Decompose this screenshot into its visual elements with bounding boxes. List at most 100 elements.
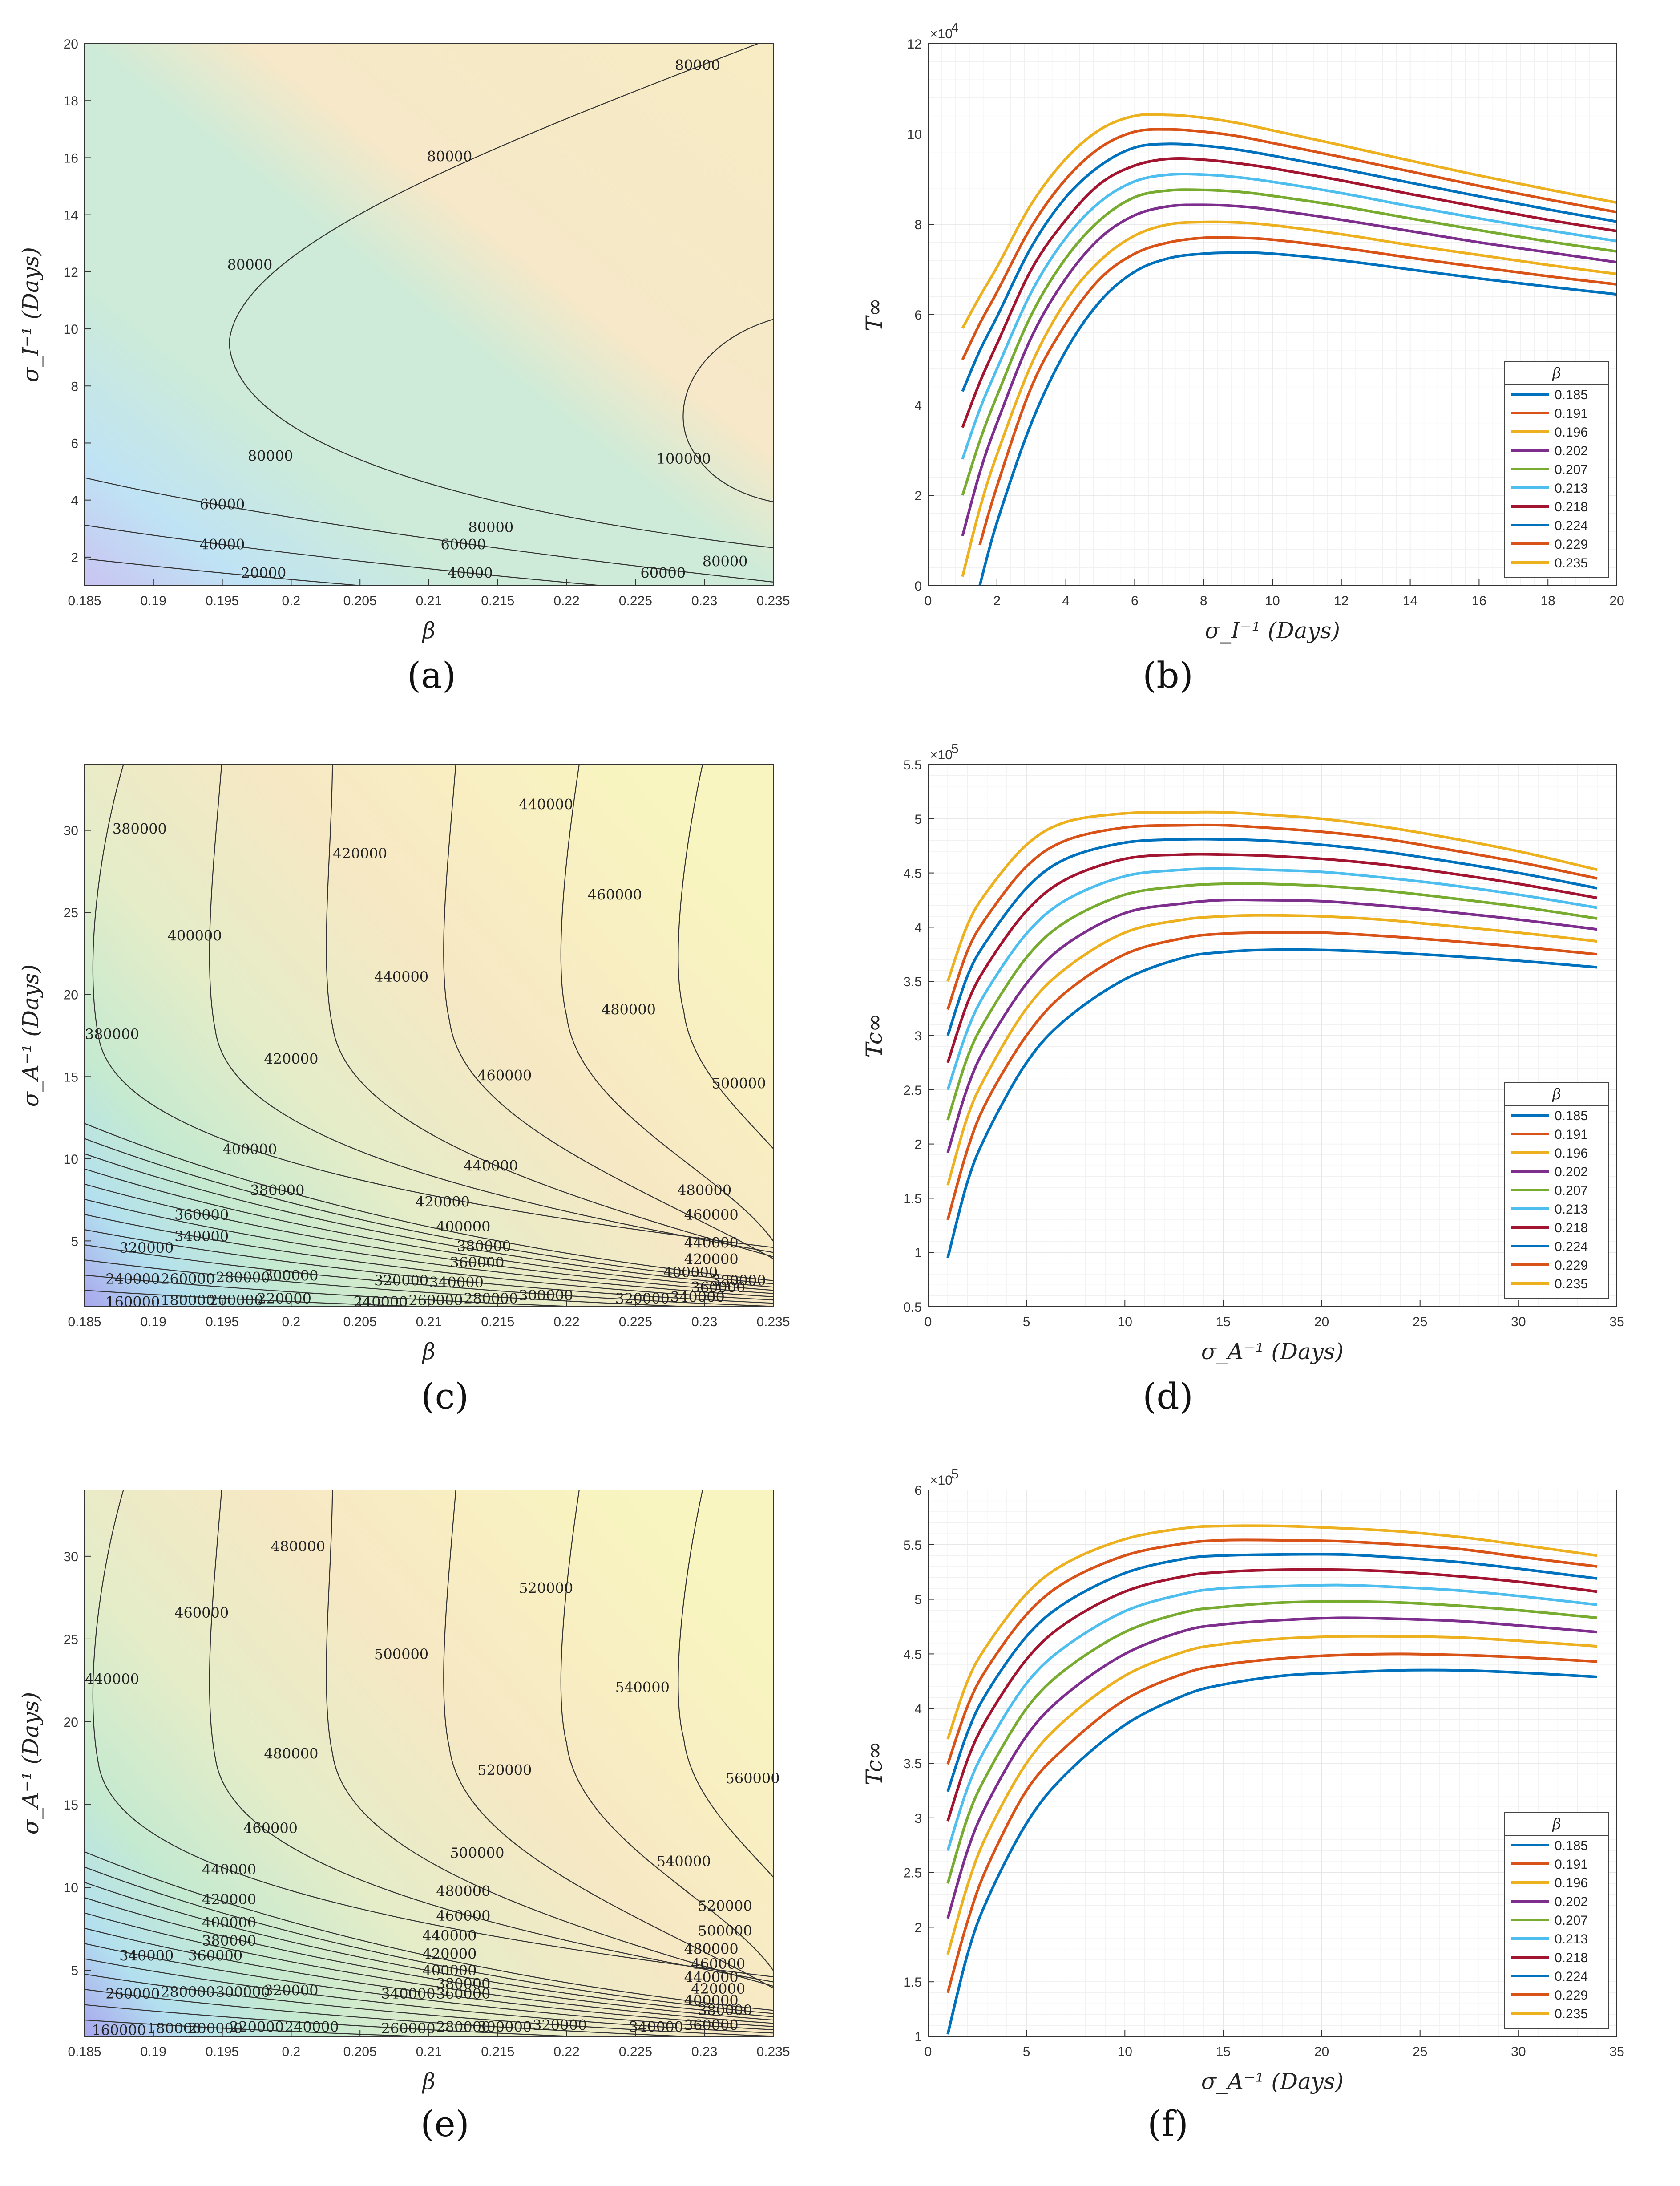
legend-entry: 0.229: [1555, 1988, 1588, 2003]
y-tick-label: 20: [64, 988, 78, 1003]
contour-level-label: 500000: [712, 1075, 766, 1092]
contour-line: [85, 1123, 773, 1281]
y-tick-label: 8: [71, 379, 78, 394]
y-tick-label: 15: [64, 1798, 78, 1813]
series-line-0_229: [946, 823, 1598, 1010]
legend-entry: 0.224: [1555, 1969, 1588, 1984]
contour-line: [92, 1490, 773, 1978]
contour-line: [682, 319, 773, 502]
legend-entry: 0.191: [1555, 406, 1588, 421]
legend-entry: 0.196: [1555, 1876, 1588, 1890]
contour-line: [85, 1153, 773, 1288]
y-tick-label: 5: [914, 812, 922, 827]
y-tick-label: 4.5: [903, 1647, 922, 1662]
contour-line: [85, 1168, 773, 1291]
axis-multiplier-exponent: 5: [951, 741, 959, 756]
contour-level-label: 440000: [422, 1927, 477, 1944]
legend-entry: 0.185: [1555, 388, 1588, 402]
panel-label: (e): [420, 2103, 469, 2145]
x-tick-label: 8: [1200, 594, 1208, 608]
panel-label: (c): [421, 1376, 468, 1417]
contour-level-label: 60000: [200, 496, 245, 513]
series-line-0_196: [946, 914, 1598, 1186]
y-tick-label: 25: [64, 906, 78, 920]
legend-entry: 0.207: [1555, 1913, 1588, 1928]
contour-level-label: 60000: [441, 536, 486, 553]
contour-line: [85, 1214, 773, 1301]
legend-entry: 0.185: [1555, 1838, 1588, 1853]
y-tick-label: 20: [64, 37, 78, 52]
x-tick-label: 0.235: [756, 594, 790, 608]
legend-entry: 0.218: [1555, 500, 1588, 514]
contour-level-label: 260000: [105, 1985, 160, 2002]
contour-level-label: 380000: [250, 1182, 304, 1199]
legend-entry: 0.202: [1555, 1895, 1588, 1909]
y-tick-label: 2.5: [903, 1866, 922, 1881]
x-tick-label: 0.22: [553, 2044, 579, 2059]
contour-level-label: 400000: [168, 927, 222, 944]
contour-level-label: 80000: [227, 256, 273, 273]
x-tick-label: 0.21: [416, 2044, 442, 2059]
x-tick-label: 0.195: [206, 2044, 239, 2059]
series-line-0_185: [946, 948, 1598, 1259]
contour-level-label: 280000: [161, 1984, 215, 2000]
series-line-0_213: [946, 1583, 1598, 1851]
y-tick-label: 12: [907, 37, 922, 52]
series-line-0_229: [961, 128, 1617, 360]
x-tick-label: 5: [1023, 1315, 1030, 1329]
x-tick-label: 5: [1023, 2044, 1030, 2059]
contour-level-label: 220000: [257, 1290, 311, 1307]
contour-line: [85, 1912, 773, 2024]
series-group: [946, 1524, 1598, 2035]
x-tick-label: 0.195: [206, 1315, 239, 1329]
series-line-0_202: [961, 203, 1617, 537]
contour-level-label: 440000: [684, 1969, 739, 1986]
contour-level-label: 340000: [381, 1985, 435, 2002]
contour-level-label: 180000: [161, 1292, 215, 1309]
y-tick-label: 3.5: [903, 975, 922, 989]
legend-title: β: [1551, 1085, 1561, 1103]
legend: β 0.185 0.191 0.196 0.202 0.207 0.213 0.218 0.22…: [1504, 1812, 1609, 2029]
panel-label: (d): [1143, 1376, 1193, 1417]
contour-level-label: 460000: [436, 1907, 490, 1924]
legend-entry: 0.235: [1555, 2007, 1588, 2021]
y-axis-label: σ_A⁻¹ (Days): [18, 1692, 44, 1834]
contour-level-label: 380000: [457, 1238, 511, 1255]
contour-level-label: 80000: [468, 519, 513, 536]
x-tick-label: 0.19: [141, 2044, 166, 2059]
series-line-0_196: [961, 220, 1617, 577]
legend-entry: 0.196: [1555, 425, 1588, 440]
contour-line: [228, 44, 773, 548]
legend-entry: 0.229: [1555, 537, 1588, 552]
contour-level-label: 380000: [113, 821, 167, 838]
x-axis-label: σ_A⁻¹ (Days): [1201, 2069, 1344, 2094]
contour-level-label: 400000: [202, 1914, 256, 1931]
contour-level-label: 380000: [202, 1932, 256, 1949]
contour-level-label: 340000: [629, 2018, 683, 2035]
y-tick-label: 16: [64, 151, 78, 166]
contour-line: [209, 765, 773, 1253]
axis-multiplier: ×10: [930, 1473, 953, 1488]
panel-b: ×104β0.1850.1910.1960.2020.2070.2130.218…: [861, 20, 1624, 696]
contour-line: [560, 765, 773, 1243]
contour-lines: [85, 1490, 773, 2036]
contour-level-label: 340000: [174, 1228, 229, 1245]
x-axis-label: σ_I⁻¹ (Days): [1205, 618, 1340, 644]
contour-line: [85, 1927, 773, 2027]
legend-entry: 0.224: [1555, 1239, 1588, 1254]
contour-level-label: 100000: [657, 450, 711, 467]
legend: β 0.185 0.191 0.196 0.202 0.207 0.213 0.218 0.22…: [1504, 361, 1609, 578]
contour-line: [443, 1490, 773, 1989]
x-tick-label: 0.19: [141, 1315, 166, 1329]
contour-level-label: 320000: [374, 1272, 428, 1289]
x-tick-label: 0.2: [282, 594, 301, 608]
series-group: [946, 810, 1598, 1259]
contour-level-label: 260000: [408, 1292, 463, 1309]
contour-level-label: 320000: [264, 1982, 318, 1999]
contour-level-label: 480000: [436, 1882, 490, 1899]
contour-fill: [85, 44, 773, 586]
legend-entry: 0.235: [1555, 556, 1588, 571]
x-tick-label: 0.22: [553, 594, 579, 608]
contour-level-label: 340000: [429, 1274, 484, 1291]
contour-lines: [85, 765, 773, 1307]
